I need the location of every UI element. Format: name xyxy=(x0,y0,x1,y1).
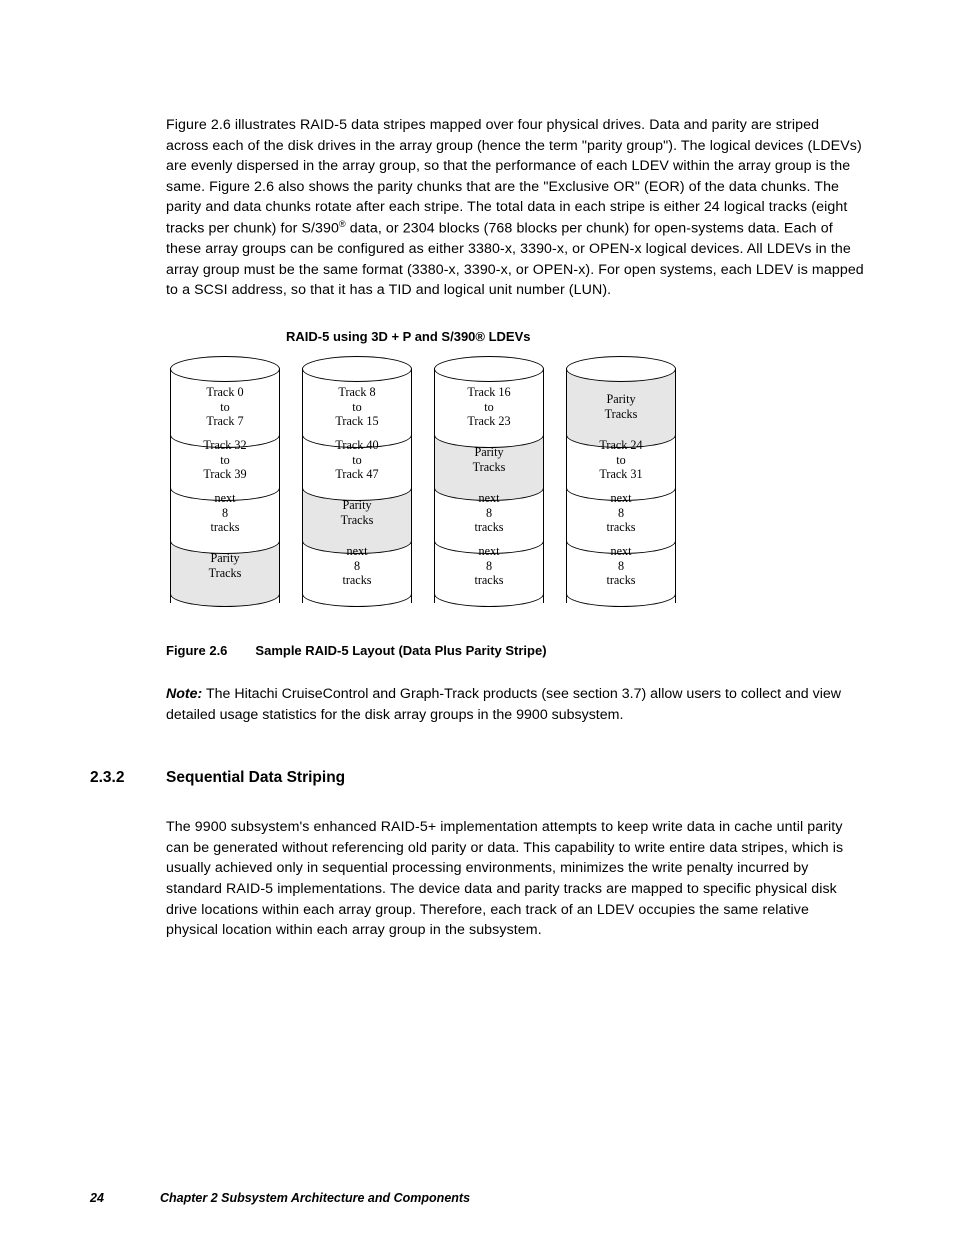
registered-mark: ® xyxy=(339,219,346,229)
raid5-diagram: RAID-5 using 3D + P and S/390® LDEVs Tra… xyxy=(166,329,864,603)
segment-label-line: 8 xyxy=(354,559,360,574)
cylinder-2: Track 8toTrack 15Track 40toTrack 47Parit… xyxy=(302,356,412,603)
cylinder-top xyxy=(170,356,280,382)
segment-label-line: tracks xyxy=(474,573,503,588)
segment-label-line: Track 16 xyxy=(467,385,510,400)
cylinder-4: ParityTracksTrack 24toTrack 31next8track… xyxy=(566,356,676,603)
segment-label-line: Track 31 xyxy=(599,467,642,482)
segment-label-line: Track 15 xyxy=(335,414,378,429)
segment-label-line: Track 47 xyxy=(335,467,378,482)
segment-label-line: Track 24 xyxy=(599,438,642,453)
segment-label-line: Tracks xyxy=(209,566,242,581)
segment-label-line: Parity xyxy=(606,392,635,407)
segment-label-line: 8 xyxy=(222,506,228,521)
segment-label-line: to xyxy=(220,400,229,415)
segment-label-line: tracks xyxy=(210,520,239,535)
segment-label-line: tracks xyxy=(342,573,371,588)
segment-label-line: Track 7 xyxy=(206,414,243,429)
segment-label-line: Track 8 xyxy=(338,385,375,400)
segment-label-line: Track 39 xyxy=(203,467,246,482)
segment-label-line: next xyxy=(611,544,632,559)
cylinder-top xyxy=(566,356,676,382)
segment-label-line: to xyxy=(352,400,361,415)
segment-label-line: Tracks xyxy=(473,460,506,475)
segment-label-line: to xyxy=(352,453,361,468)
segment-label-line: Tracks xyxy=(341,513,374,528)
segment-label-line: 8 xyxy=(486,506,492,521)
segment-label-line: to xyxy=(484,400,493,415)
intro-paragraph-text-a: Figure 2.6 illustrates RAID-5 data strip… xyxy=(166,117,862,237)
segment-label-line: Track 40 xyxy=(335,438,378,453)
segment-label-line: 8 xyxy=(618,506,624,521)
page-footer: 24Chapter 2 Subsystem Architecture and C… xyxy=(90,1191,470,1205)
page-number: 24 xyxy=(90,1191,160,1205)
cylinder-row: Track 0toTrack 7Track 32toTrack 39next8t… xyxy=(166,356,864,603)
segment-label-line: to xyxy=(616,453,625,468)
segment-label-line: 8 xyxy=(618,559,624,574)
segment-label-line: Tracks xyxy=(605,407,638,422)
segment-label-line: to xyxy=(220,453,229,468)
segment-label-line: next xyxy=(479,491,500,506)
segment-label-line: tracks xyxy=(606,573,635,588)
diagram-title: RAID-5 using 3D + P and S/390® LDEVs xyxy=(286,329,864,344)
section-paragraph: The 9900 subsystem's enhanced RAID-5+ im… xyxy=(166,817,864,941)
section-heading: 2.3.2 Sequential Data Striping xyxy=(90,769,864,787)
figure-number: Figure 2.6 xyxy=(166,643,227,658)
segment-label-line: Parity xyxy=(342,498,371,513)
intro-paragraph: Figure 2.6 illustrates RAID-5 data strip… xyxy=(166,115,864,301)
figure-caption-text: Sample RAID-5 Layout (Data Plus Parity S… xyxy=(255,643,546,658)
note-label: Note: xyxy=(166,686,202,702)
segment-label-line: next xyxy=(215,491,236,506)
segment-label-line: Parity xyxy=(474,445,503,460)
segment-label-line: next xyxy=(479,544,500,559)
segment-label-line: next xyxy=(611,491,632,506)
footer-text: Chapter 2 Subsystem Architecture and Com… xyxy=(160,1191,470,1205)
segment-label-line: Parity xyxy=(210,551,239,566)
segment-label-line: tracks xyxy=(474,520,503,535)
section-number: 2.3.2 xyxy=(90,769,166,787)
cylinder-1: Track 0toTrack 7Track 32toTrack 39next8t… xyxy=(170,356,280,603)
segment-label-line: 8 xyxy=(486,559,492,574)
cylinder-3: Track 16toTrack 23ParityTracksnext8track… xyxy=(434,356,544,603)
section-title: Sequential Data Striping xyxy=(166,769,345,787)
segment-label-line: tracks xyxy=(606,520,635,535)
segment-label-line: Track 0 xyxy=(206,385,243,400)
cylinder-top xyxy=(302,356,412,382)
segment-label-line: next xyxy=(347,544,368,559)
note-text: The Hitachi CruiseControl and Graph-Trac… xyxy=(166,686,841,723)
segment-label-line: Track 32 xyxy=(203,438,246,453)
segment-label-line: Track 23 xyxy=(467,414,510,429)
figure-caption: Figure 2.6 Sample RAID-5 Layout (Data Plu… xyxy=(166,643,864,658)
cylinder-top xyxy=(434,356,544,382)
note-paragraph: Note: The Hitachi CruiseControl and Grap… xyxy=(166,684,864,725)
